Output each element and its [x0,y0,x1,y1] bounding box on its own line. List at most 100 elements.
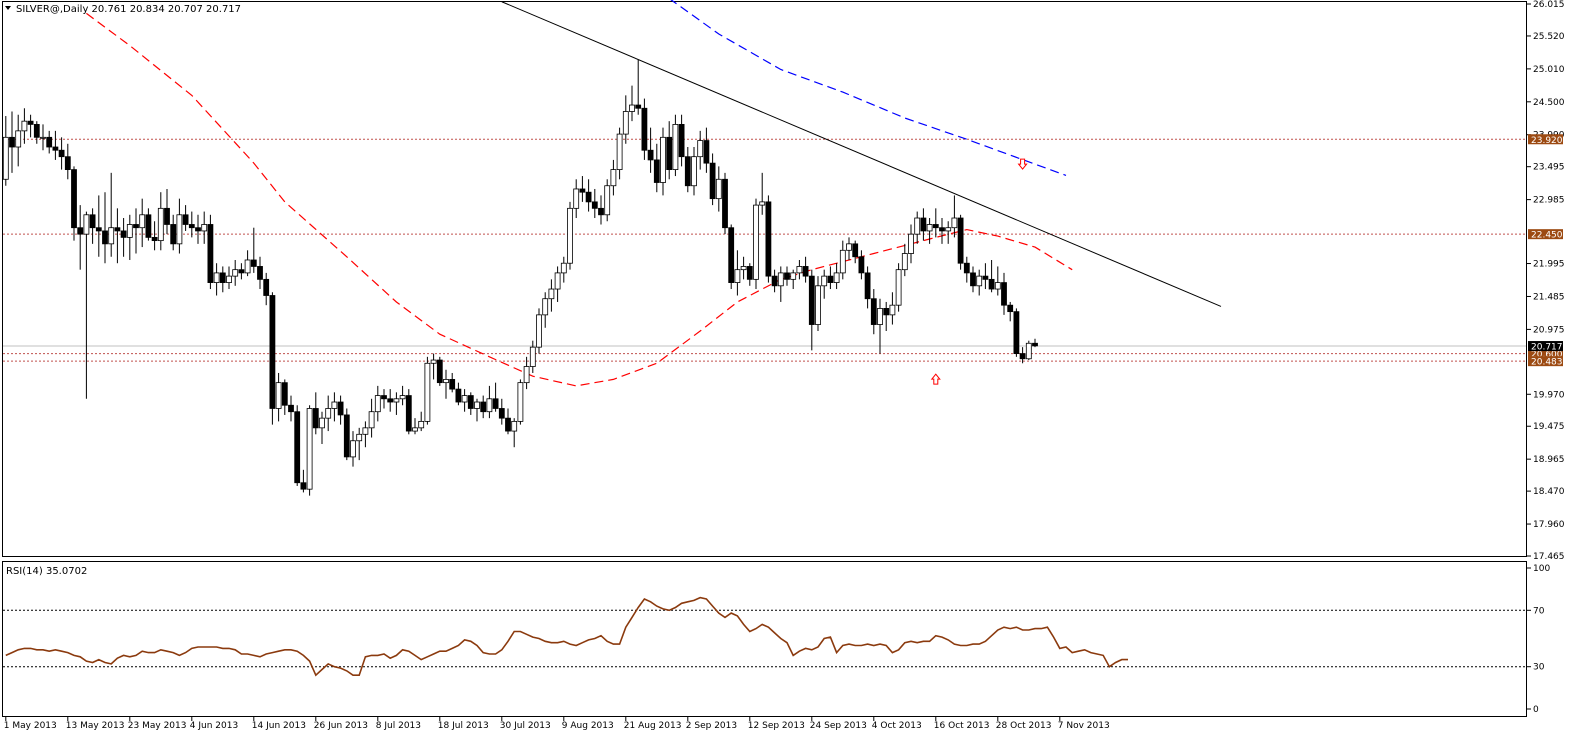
candle-down [827,275,834,283]
rsi-axis: 100 70 30 0 [1527,564,1550,715]
candle-down [771,275,778,287]
candle-up [325,408,332,419]
candle-down [808,275,815,325]
candle-down [579,188,586,193]
price-tick-label: 21.485 [1533,292,1565,302]
date-tick-label: 1 May 2013 [4,721,57,731]
price-tick-label: 19.970 [1533,390,1565,400]
candle-down [164,207,170,225]
candle-up [839,249,846,274]
candle-up [796,266,803,274]
candle-up [740,266,747,271]
price-panel: SILVER@,Daily 20.761 20.834 20.707 20.71… [2,0,1527,557]
candle-down [591,201,598,209]
price-tick-label: 22.985 [1533,196,1565,206]
candle-down [238,269,245,274]
candle-down [120,230,127,238]
candle-down [1001,282,1007,306]
candle-down [703,140,710,164]
rsi-panel: RSI(14) 35.0702 [2,561,1527,717]
candle-down [269,295,276,409]
candle-down [387,398,394,403]
candle-down [939,227,945,232]
candle-down [505,417,511,432]
candle-down [263,278,270,296]
candle-down [9,136,15,148]
arrow-up-icon [930,373,941,385]
candle-up [461,395,468,403]
candle-down [46,136,53,148]
candle-up [1025,342,1032,360]
candle-down [405,395,412,432]
candle-up [672,124,679,171]
candle-up [418,420,425,429]
candle-down [294,411,301,484]
candle-up [691,156,697,187]
candle-up [2,136,9,180]
candle-up [393,398,400,403]
candle-down [467,395,474,409]
candle-down [1019,353,1026,360]
candle-up [319,417,325,429]
price-tick-label: 18.470 [1533,487,1565,497]
candle-up [629,104,635,112]
candle-down [1032,342,1038,347]
date-tick-label: 23 May 2013 [128,721,187,731]
candle-down [684,156,691,187]
candle-down [746,266,753,280]
candle-down [64,156,71,170]
candle-up [226,275,232,283]
candle-up [15,130,22,148]
level-tag [1528,356,1563,367]
price-tick-label: 25.520 [1533,32,1565,42]
candle-down [666,136,673,171]
date-tick-label: 24 Sep 2013 [810,721,867,731]
candle-up [945,227,952,232]
candle-down [95,227,102,232]
candle-up [715,178,722,200]
date-tick-label: 16 Oct 2013 [934,721,990,731]
candle-up [833,272,840,283]
candle-up [399,395,406,400]
candle-up [567,207,573,264]
rsi-tick-label: 70 [1533,606,1545,616]
current-price-tag [1528,341,1563,352]
candle-up [529,346,536,367]
candle-down [102,230,108,245]
candle-up [554,272,561,290]
candle-up [901,253,908,271]
candle-up [660,136,666,183]
candle-down [300,482,307,490]
candle-down [653,159,660,183]
candle-down [343,414,350,458]
chart-header: SILVER@,Daily 20.761 20.834 20.707 20.71… [16,4,241,15]
price-axis: 26.01525.52025.01024.50023.99023.49522.9… [1527,0,1565,562]
date-tick-label: 28 Oct 2013 [996,721,1052,731]
candle-up [542,298,549,316]
candle-up [548,288,555,300]
candle-up [697,140,704,158]
candle-down [195,227,201,232]
date-tick-label: 30 Jul 2013 [500,721,551,731]
rsi-label: RSI(14) 35.0702 [6,566,87,577]
candle-up [108,227,115,245]
candle-up [430,359,437,364]
menu-triangle-icon[interactable] [5,6,11,10]
candle-up [424,362,431,422]
candle-up [846,243,852,251]
candle-down [963,262,970,274]
candle-down [920,217,927,232]
candle-up [517,382,524,422]
rsi-tick-label: 0 [1533,705,1539,715]
candle-up [560,262,567,274]
candle-down [722,178,728,229]
candle-up [474,401,480,409]
candle-up [368,411,375,429]
candle-up [40,136,46,139]
price-tick-label: 20.975 [1533,325,1565,335]
candle-down [1013,311,1020,355]
candle-up [356,433,363,442]
candle-up [976,275,983,287]
